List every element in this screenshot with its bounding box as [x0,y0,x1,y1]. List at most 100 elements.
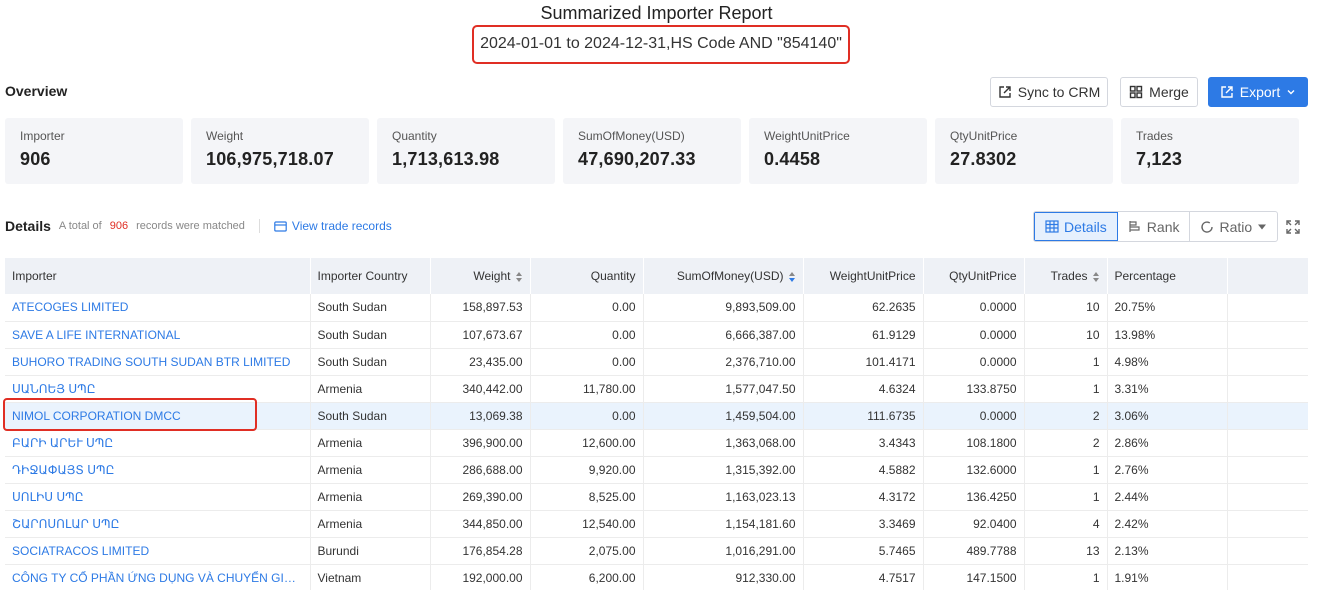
table-cell: Vietnam [310,564,431,590]
table-cell: 2.42% [1107,510,1228,538]
view-trade-records-link[interactable]: View trade records [274,219,392,233]
tab-rank[interactable]: Rank [1118,212,1191,241]
table-cell: 396,900.00 [430,429,531,457]
records-suffix: records were matched [136,220,245,232]
sort-icon[interactable] [788,271,796,283]
table-cell: 2.13% [1107,537,1228,565]
importer-link[interactable]: ԴԻՋԱՓԱՅՏ ՍՊԸ [5,456,311,484]
merge-label: Merge [1149,84,1189,100]
importer-link[interactable]: ՍԱՆՈԵՅ ՍՊԸ [5,375,311,403]
stat-card-weight: Weight 106,975,718.07 [191,118,369,184]
table-cell: 132.6000 [923,456,1025,484]
importer-link[interactable]: SAVE A LIFE INTERNATIONAL [5,321,311,349]
table-cell: 9,893,509.00 [643,294,804,322]
export-button[interactable]: Export [1208,77,1308,107]
table-cell: 340,442.00 [430,375,531,403]
table-cell: 489.7788 [923,537,1025,565]
table-cell-spacer [1227,402,1308,430]
table-cell: 1 [1024,483,1108,511]
sync-to-crm-button[interactable]: Sync to CRM [990,77,1108,107]
table-cell: South Sudan [310,402,431,430]
tab-ratio[interactable]: Ratio [1190,212,1277,241]
table-cell: 10 [1024,294,1108,322]
chevron-down-icon [1287,90,1295,95]
view-trade-records-label: View trade records [291,219,392,233]
column-header-qty-unit-price: QtyUnitPrice [923,258,1025,294]
table-cell: 4.7517 [803,564,924,590]
export-icon [1221,86,1233,98]
table-row: ATECOGES LIMITED South Sudan 158,897.53 0.0… [5,294,1308,322]
table-cell: 1,363,068.00 [643,429,804,457]
table-cell: 1,154,181.60 [643,510,804,538]
table-cell: 6,666,387.00 [643,321,804,349]
table-cell: 12,540.00 [530,510,644,538]
column-header-weight-unit-price: WeightUnitPrice [803,258,924,294]
loading-ring-icon [1201,220,1214,233]
table-row: ՍՈԼԻՍ ՍՊԸ Armenia 269,390.00 8,525.00 1,163,… [5,483,1308,511]
sort-icon[interactable] [515,271,523,283]
table-cell: 2.86% [1107,429,1228,457]
table-cell: 286,688.00 [430,456,531,484]
tab-rank-label: Rank [1146,218,1180,235]
importer-link[interactable]: NIMOL CORPORATION DMCC [5,402,311,430]
column-header-trades[interactable]: Trades [1024,258,1108,294]
table-cell: 1,016,291.00 [643,537,804,565]
tab-details[interactable]: Details [1034,212,1118,241]
fullscreen-icon[interactable] [1285,219,1301,240]
importer-link[interactable]: BUHORO TRADING SOUTH SUDAN BTR LIMITED [5,348,311,376]
column-header-weight[interactable]: Weight [430,258,531,294]
importer-link[interactable]: ԲԱՐԻ ԱՐԵՒ ՍՊԸ [5,429,311,457]
table-cell: 1.91% [1107,564,1228,590]
stat-card-quantity: Quantity 1,713,613.98 [377,118,555,184]
table-cell: 0.0000 [923,348,1025,376]
stat-value: 47,690,207.33 [578,149,696,169]
table-header-row: Importer Importer Country Weight Quantit… [5,258,1309,294]
table-cell: 107,673.67 [430,321,531,349]
importer-link[interactable]: ՍՈԼԻՍ ՍՊԸ [5,483,311,511]
stat-card-importer: Importer 906 [5,118,183,184]
table-cell: Armenia [310,429,431,457]
table-cell: 4.5882 [803,456,924,484]
importer-link[interactable]: SOCIATRACOS LIMITED [5,537,311,565]
table-cell: 1,459,504.00 [643,402,804,430]
table-cell: Armenia [310,483,431,511]
stat-value: 906 [20,149,51,169]
table-cell: 111.6735 [803,402,924,430]
table-cell: 0.00 [530,321,644,349]
stat-card-sum-of-money: SumOfMoney(USD) 47,690,207.33 [563,118,741,184]
stat-label: SumOfMoney(USD) [578,129,685,143]
table-cell: 13,069.38 [430,402,531,430]
importer-link[interactable]: ATECOGES LIMITED [5,294,311,322]
table-cell-spacer [1227,537,1308,565]
stat-value: 106,975,718.07 [206,149,334,169]
table-cell: 2 [1024,429,1108,457]
table-cell: Armenia [310,456,431,484]
table-cell: 3.06% [1107,402,1228,430]
table-cell: 2,075.00 [530,537,644,565]
credit-card-icon [274,220,287,232]
table-cell: 61.9129 [803,321,924,349]
table-cell: 12,600.00 [530,429,644,457]
table-cell: 0.0000 [923,402,1025,430]
merge-button[interactable]: Merge [1120,77,1198,107]
sync-to-crm-label: Sync to CRM [1017,84,1101,100]
table-cell: 20.75% [1107,294,1228,322]
table-cell: 3.3469 [803,510,924,538]
divider [258,219,260,233]
table-row: NIMOL CORPORATION DMCC South Sudan 13,069.… [5,402,1308,430]
table-cell: 0.00 [530,348,644,376]
records-prefix: A total of [58,220,102,232]
table-icon [1045,220,1059,233]
importer-link[interactable]: CÔNG TY CỔ PHẦN ỨNG DỤNG VÀ CHUYỂN GIAO … [5,564,311,590]
table-cell: 9,920.00 [530,456,644,484]
column-header-sum-of-money[interactable]: SumOfMoney(USD) [643,258,804,294]
table-cell: 4 [1024,510,1108,538]
rank-icon [1129,221,1140,232]
sort-icon[interactable] [1092,271,1100,283]
importer-link[interactable]: ՇԱՐՈՍՈԼԱՐ ՍՊԸ [5,510,311,538]
stat-value: 1,713,613.98 [392,149,500,169]
table-cell: 136.4250 [923,483,1025,511]
table-cell: 13.98% [1107,321,1228,349]
table-cell: 1,577,047.50 [643,375,804,403]
table-cell-spacer [1227,483,1308,511]
